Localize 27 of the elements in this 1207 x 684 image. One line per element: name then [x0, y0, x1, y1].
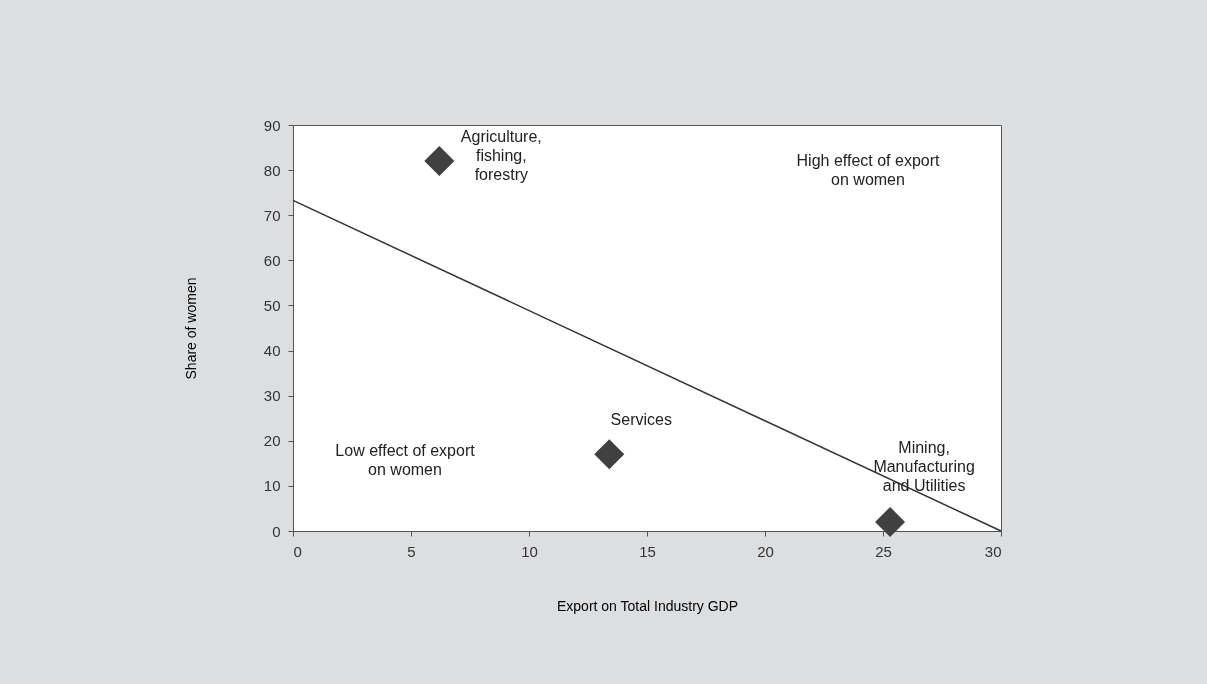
- annotation: Agriculture, fishing, forestry: [460, 128, 542, 184]
- x-tick-label: 15: [639, 542, 656, 560]
- annotation: Mining, Manufacturing and Utilities: [873, 438, 975, 494]
- y-tick-label: 50: [263, 296, 281, 314]
- annotation: High effect of export on women: [796, 152, 940, 188]
- y-tick-label: 40: [263, 342, 281, 360]
- x-tick-label: 25: [875, 542, 892, 560]
- y-tick-label: 70: [263, 206, 281, 224]
- y-tick-label: 80: [263, 161, 281, 179]
- x-tick-label: 5: [407, 542, 416, 560]
- point: [594, 439, 625, 470]
- x-tick-label: 20: [757, 542, 774, 560]
- x-axis-title: Export on Total Industry GDP: [556, 597, 739, 614]
- y-tick-label: 0: [272, 522, 281, 540]
- y-tick-label: 60: [263, 251, 281, 269]
- point: [424, 146, 455, 177]
- annotation: Low effect of export on women: [335, 442, 476, 478]
- y-axis-title: Share of women: [182, 277, 199, 380]
- y-tick-label: 10: [263, 477, 281, 495]
- point: [875, 506, 906, 537]
- x-tick-label: 0: [293, 542, 302, 560]
- x-tick-label: 10: [521, 542, 538, 560]
- x-tick-label: 30: [984, 542, 1002, 560]
- annotation: Services: [610, 411, 672, 429]
- y-tick-label: 90: [263, 116, 281, 134]
- y-tick-label: 30: [263, 387, 281, 405]
- y-tick-label: 20: [263, 432, 281, 450]
